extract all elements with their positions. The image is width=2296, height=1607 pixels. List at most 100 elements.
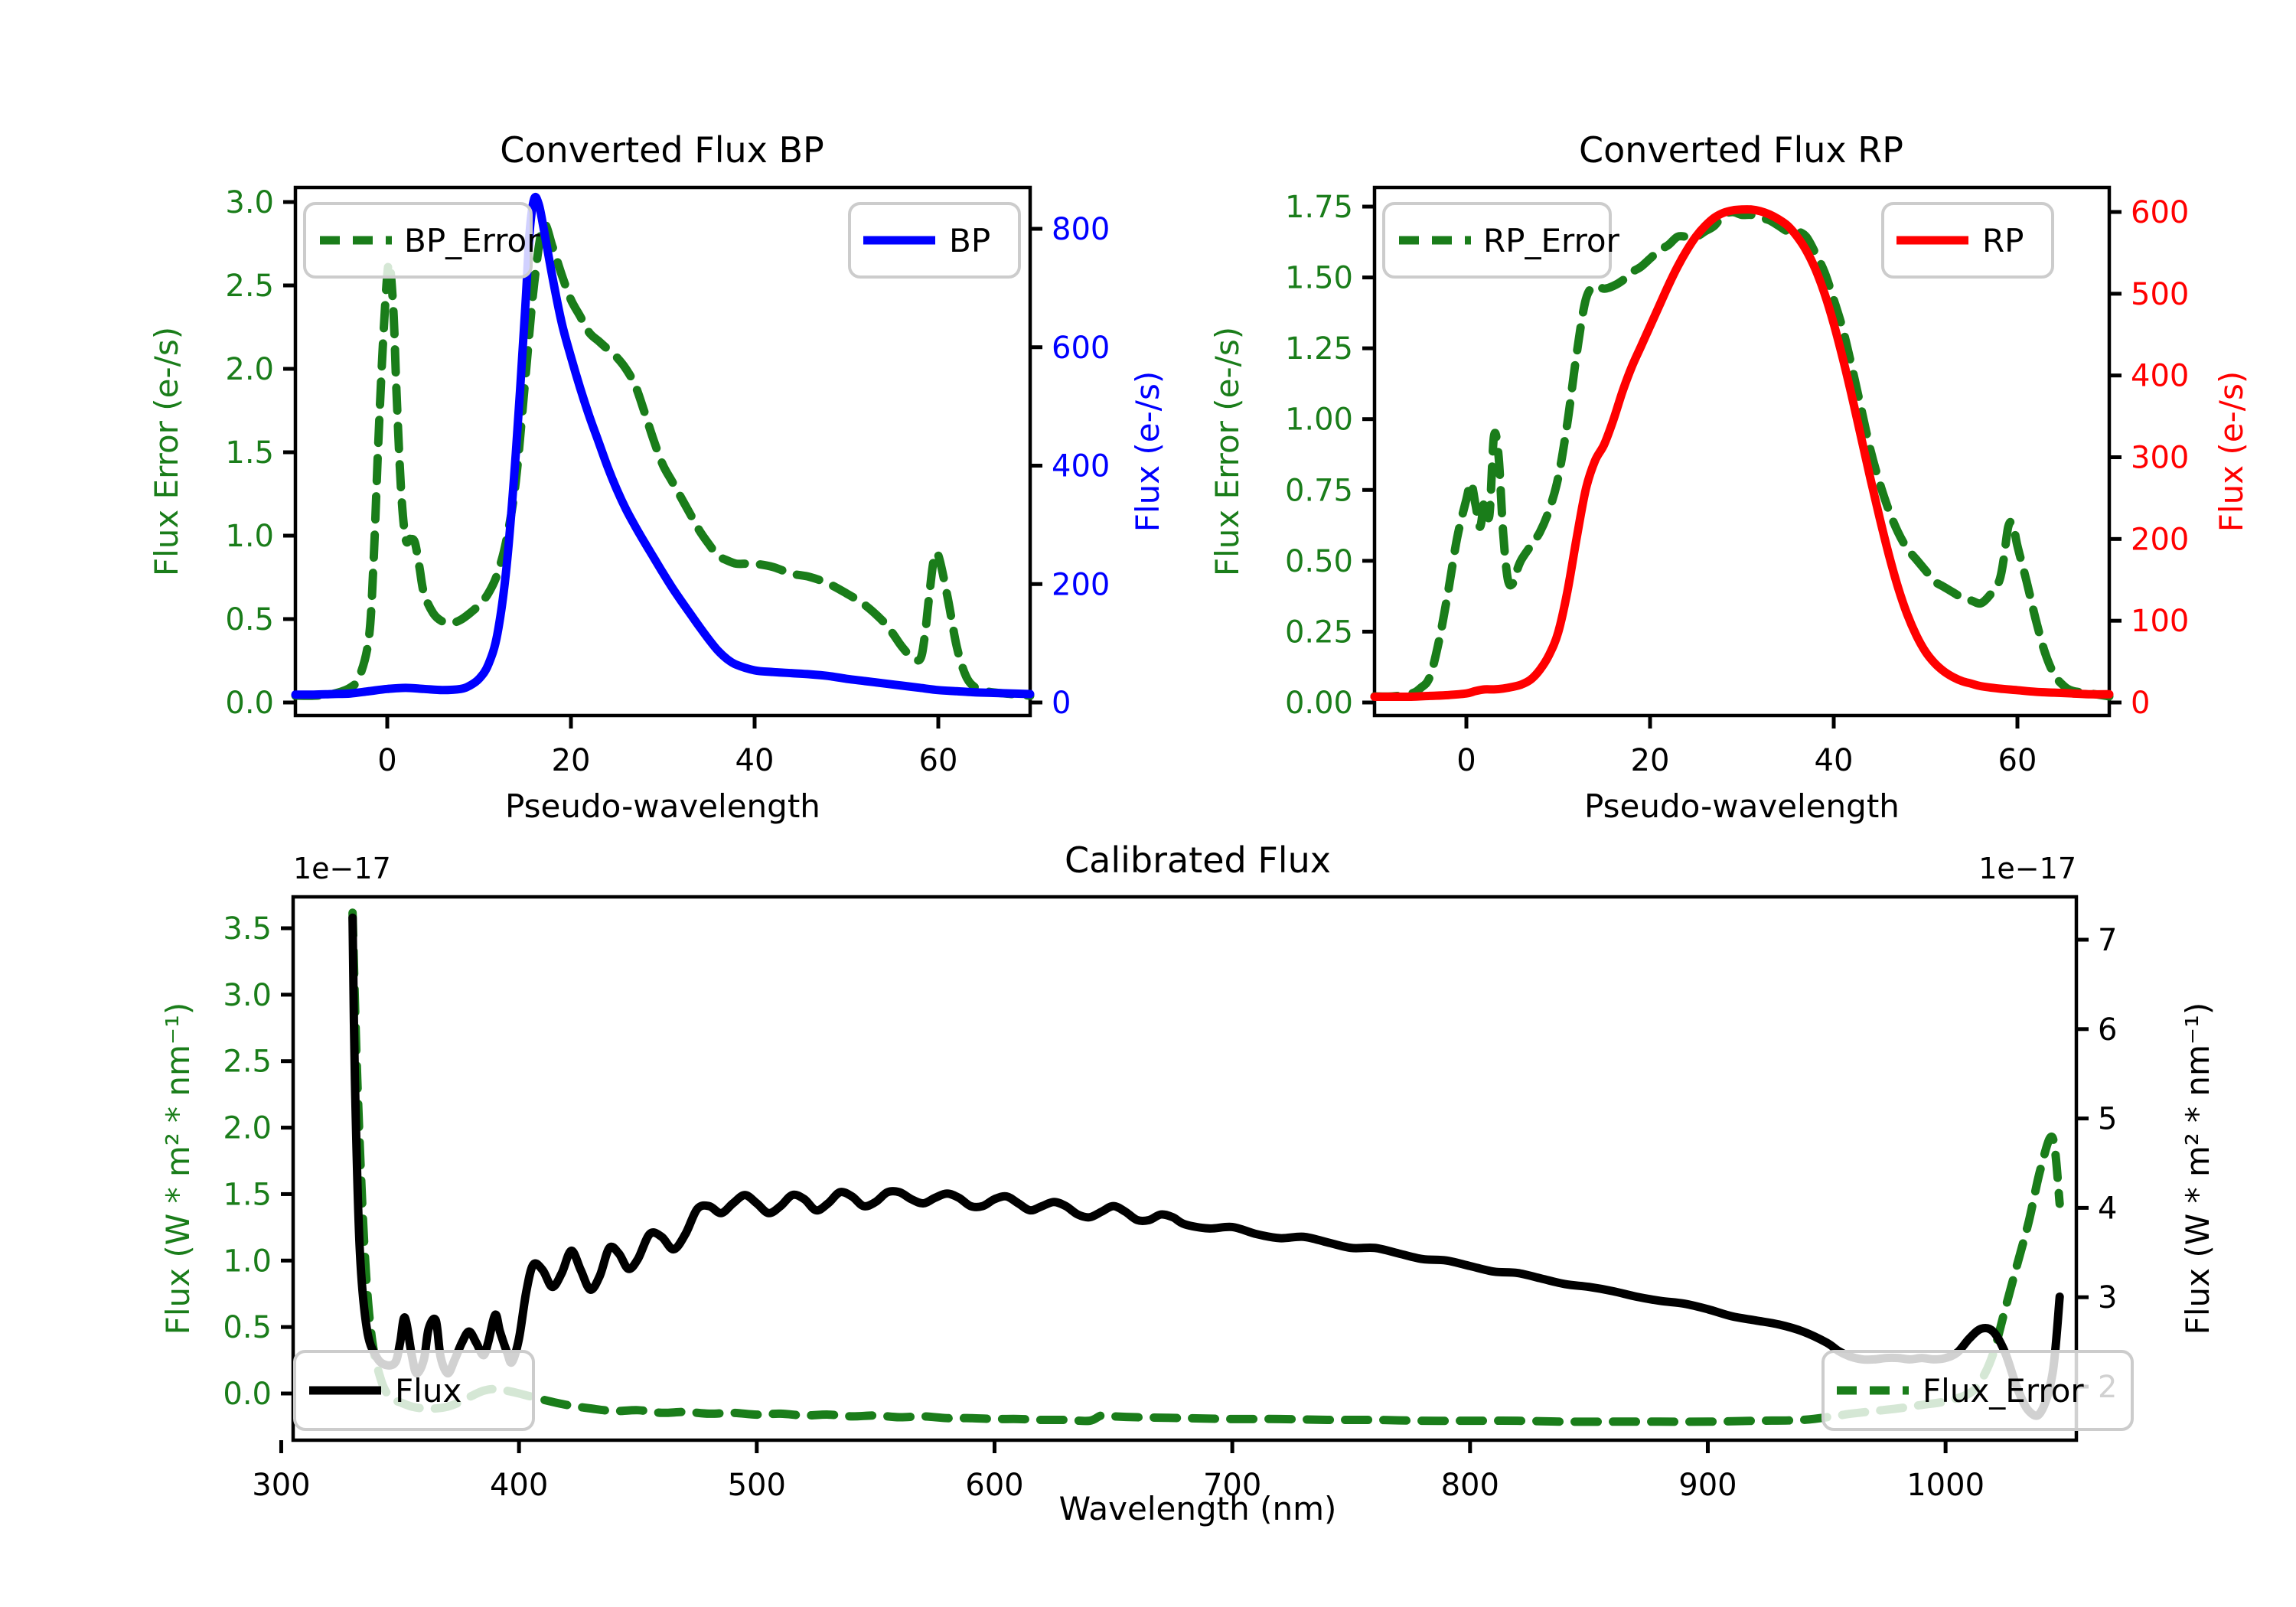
rp-xlabel: Pseudo-wavelength — [1584, 787, 1900, 825]
tick-label: 2.5 — [223, 1045, 272, 1080]
bp-legend-main[interactable]: BP — [848, 202, 1021, 279]
tick-label: 900 — [1678, 1468, 1737, 1503]
tick-label: 40 — [735, 743, 775, 778]
tick-label: 0 — [1052, 686, 1071, 721]
tick-label: 1.5 — [225, 435, 274, 471]
rp-ylabel-right: Flux (e-/s) — [2213, 371, 2250, 532]
calibrated-yaxis-right-ticks: 234567 — [2076, 923, 2117, 1405]
tick-label: 60 — [1998, 743, 2037, 778]
calibrated-legend-main[interactable]: Flux — [293, 1350, 535, 1431]
flux-error-legend-label: Flux_Error — [1923, 1372, 2084, 1410]
tick-label: 1000 — [1906, 1468, 1985, 1503]
tick-label: 800 — [1441, 1468, 1499, 1503]
calibrated-yaxis-left-ticks: 0.0 0.5 1.0 1.5 2.0 2.5 3.0 3.5 — [223, 911, 293, 1412]
bp-legend-label: BP — [949, 222, 990, 259]
rp-legend-label: RP — [1982, 222, 2024, 259]
calibrated-legend-error[interactable]: Flux_Error — [1821, 1350, 2134, 1431]
tick-label: 300 — [252, 1468, 310, 1503]
rp-curves — [1370, 205, 2114, 702]
tick-label: 20 — [1631, 743, 1670, 778]
tick-label: 0.5 — [223, 1310, 272, 1345]
tick-label: 20 — [552, 743, 591, 778]
calibrated-left-offset-exponent: 1e−17 — [293, 852, 391, 885]
rp-xaxis-ticks: 0 20 40 60 — [1456, 715, 2037, 778]
rp-ylabel-left: Flux Error (e-/s) — [1208, 327, 1246, 576]
calibrated-xaxis-ticks: 300 400 500 600 700 800 900 1000 — [252, 1440, 1985, 1503]
tick-label: 4 — [2098, 1191, 2117, 1226]
tick-label: 1.25 — [1285, 331, 1353, 367]
calibrated-plot-frame — [291, 895, 2079, 1442]
rp-plot-frame — [1372, 185, 2112, 718]
bp-error-legend-label: BP_Error — [404, 222, 540, 259]
tick-label: 0 — [1456, 743, 1476, 778]
rp-yaxis-left-ticks: 0.00 0.25 0.50 0.75 1.00 1.25 1.50 1.75 — [1285, 190, 1375, 721]
bp-yaxis-left-ticks: 0.0 0.5 1.0 1.5 2.0 2.5 3.0 — [225, 185, 295, 721]
bp-ylabel-left: Flux Error (e-/s) — [148, 327, 185, 576]
bp-panel-title: Converted Flux BP — [500, 129, 824, 171]
tick-label: 3.0 — [223, 978, 272, 1013]
panel-converted-flux-rp: Converted Flux RP 0.00 0.25 0.50 0.75 1.00 1.… — [1208, 129, 2250, 825]
tick-label: 0 — [2131, 686, 2150, 721]
tick-label: 7 — [2098, 923, 2117, 958]
tick-label: 0.50 — [1285, 544, 1353, 579]
tick-label: 1.0 — [223, 1244, 272, 1279]
tick-label: 600 — [2131, 195, 2189, 230]
rp-yaxis-right-ticks: 0 100 200 300 400 500 600 — [2109, 195, 2189, 721]
rp-panel-title: Converted Flux RP — [1579, 129, 1903, 171]
tick-label: 200 — [2131, 522, 2189, 557]
tick-label: 500 — [2131, 277, 2189, 312]
series-flux — [348, 913, 2064, 1420]
tick-label: 700 — [1203, 1468, 1261, 1503]
tick-label: 400 — [490, 1468, 548, 1503]
calibrated-panel-title: Calibrated Flux — [1065, 839, 1331, 881]
rp-legend-main[interactable]: RP — [1881, 202, 2054, 279]
tick-label: 600 — [1052, 331, 1110, 366]
tick-label: 1.00 — [1285, 403, 1353, 438]
rp-legend-error[interactable]: RP_Error — [1382, 202, 1620, 279]
tick-label: 3 — [2098, 1280, 2117, 1315]
calibrated-ylabel-right: Flux (W * m² * nm⁻¹) — [2179, 1002, 2216, 1335]
tick-label: 0.0 — [223, 1377, 272, 1412]
rp-error-legend-label: RP_Error — [1483, 222, 1620, 259]
tick-label: 3.5 — [223, 911, 272, 947]
calibrated-ylabel-left: Flux (W * m² * nm⁻¹) — [159, 1002, 197, 1335]
tick-label: 0.00 — [1285, 686, 1353, 721]
tick-label: 1.50 — [1285, 261, 1353, 296]
tick-label: 40 — [1815, 743, 1854, 778]
bp-curves — [291, 192, 1035, 700]
tick-label: 800 — [1052, 212, 1110, 247]
tick-label: 2.0 — [225, 352, 274, 387]
tick-label: 600 — [965, 1468, 1023, 1503]
bp-ylabel-right: Flux (e-/s) — [1129, 371, 1166, 532]
tick-label: 400 — [1052, 449, 1110, 484]
bp-xlabel: Pseudo-wavelength — [505, 787, 820, 825]
tick-label: 500 — [728, 1468, 786, 1503]
series-flux_error — [348, 908, 2064, 1426]
panel-converted-flux-bp: Converted Flux BP 0.00.51.01.52.02.53.0 … — [148, 129, 1166, 825]
tick-label: 200 — [1052, 567, 1110, 602]
panel-calibrated-flux: Calibrated Flux 1e−17 1e−17 0.0 0.5 1.0 1.5… — [159, 839, 2216, 1527]
tick-label: 2.5 — [225, 269, 274, 304]
tick-label: 5 — [2098, 1102, 2117, 1137]
series-bp_error — [291, 220, 1035, 700]
tick-label: 1.0 — [225, 519, 274, 554]
tick-label: 1.75 — [1285, 190, 1353, 225]
flux-legend-label: Flux — [395, 1372, 461, 1410]
tick-label: 100 — [2131, 604, 2189, 639]
tick-label: 0.75 — [1285, 473, 1353, 508]
tick-label: 60 — [919, 743, 958, 778]
tick-label: 0.25 — [1285, 614, 1353, 650]
tick-label: 1.5 — [223, 1177, 272, 1212]
calibrated-curves — [348, 908, 2064, 1426]
tick-label: 400 — [2131, 359, 2189, 394]
tick-label: 0 — [377, 743, 396, 778]
tick-label: 300 — [2131, 441, 2189, 476]
tick-label: 0.5 — [225, 602, 274, 637]
tick-label: 0.0 — [225, 686, 274, 721]
bp-yaxis-right-ticks: 0 200 400 600 800 — [1030, 212, 1110, 721]
tick-label: 2.0 — [223, 1111, 272, 1146]
calibrated-right-offset-exponent: 1e−17 — [1978, 852, 2076, 885]
series-rp — [1370, 205, 2114, 702]
bp-legend-error[interactable]: BP_Error — [303, 202, 540, 279]
